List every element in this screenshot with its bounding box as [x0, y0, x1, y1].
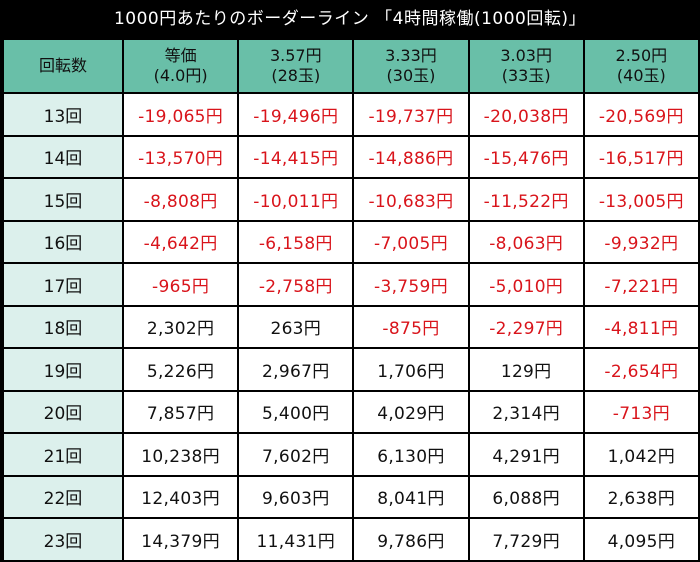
header-column: 等価 (4.0円)	[121, 38, 240, 94]
value-cell: 6,130円	[352, 432, 470, 477]
header-rate: 3.03円	[500, 46, 552, 65]
header-column: 3.03円 (33玉)	[467, 38, 585, 94]
value-cell: -2,297円	[467, 304, 585, 349]
value-cell: -13,570円	[121, 134, 240, 179]
row-spin-label: 20回	[2, 389, 124, 434]
row-spin-label: 17回	[2, 262, 124, 307]
value-cell: 129円	[467, 347, 585, 392]
header-spin-count: 回転数	[2, 38, 124, 94]
value-cell: -19,496円	[237, 92, 355, 137]
table-body: 13回 -19,065円 -19,496円 -19,737円 -20,038円 -20,5…	[2, 92, 700, 562]
value-cell: 263円	[237, 304, 355, 349]
row-spin-label: 13回	[2, 92, 124, 137]
header-column: 3.33円 (30玉)	[352, 38, 470, 94]
table-row: 22回 12,403円 9,603円 8,041円 6,088円 2,638円	[2, 474, 700, 519]
value-cell: 4,029円	[352, 389, 470, 434]
row-spin-label: 23回	[2, 517, 124, 562]
header-rate: 3.33円	[385, 46, 437, 65]
value-cell: -2,654円	[582, 347, 700, 392]
value-cell: -7,221円	[582, 262, 700, 307]
value-cell: 4,095円	[582, 517, 700, 562]
value-cell: -14,886円	[352, 134, 470, 179]
table-header: 回転数 等価 (4.0円) 3.57円 (28玉) 3.33円 (30玉) 3.03円…	[2, 38, 700, 94]
value-cell: 12,403円	[121, 474, 240, 519]
value-cell: -10,011円	[237, 177, 355, 222]
value-cell: -965円	[121, 262, 240, 307]
value-cell: -13,005円	[582, 177, 700, 222]
value-cell: 2,967円	[237, 347, 355, 392]
table-row: 16回 -4,642円 -6,158円 -7,005円 -8,063円 -9,932円	[2, 219, 700, 264]
value-cell: -11,522円	[467, 177, 585, 222]
row-spin-label: 22回	[2, 474, 124, 519]
value-cell: -8,808円	[121, 177, 240, 222]
header-balls: (30玉)	[386, 66, 436, 85]
table-row: 19回 5,226円 2,967円 1,706円 129円 -2,654円	[2, 347, 700, 392]
value-cell: -9,932円	[582, 219, 700, 264]
value-cell: 2,314円	[467, 389, 585, 434]
value-cell: -16,517円	[582, 134, 700, 179]
header-balls: (33玉)	[501, 66, 551, 85]
value-cell: 1,042円	[582, 432, 700, 477]
value-cell: -14,415円	[237, 134, 355, 179]
header-balls: (40玉)	[616, 66, 666, 85]
value-cell: -7,005円	[352, 219, 470, 264]
value-cell: 9,786円	[352, 517, 470, 562]
value-cell: -4,811円	[582, 304, 700, 349]
table-row: 17回 -965円 -2,758円 -3,759円 -5,010円 -7,221円	[2, 262, 700, 307]
table-row: 18回 2,302円 263円 -875円 -2,297円 -4,811円	[2, 304, 700, 349]
header-rate: 2.50円	[615, 46, 668, 65]
value-cell: -713円	[582, 389, 700, 434]
border-line-table: 回転数 等価 (4.0円) 3.57円 (28玉) 3.33円 (30玉) 3.03円…	[2, 38, 700, 562]
table-row: 13回 -19,065円 -19,496円 -19,737円 -20,038円 -20,5…	[2, 92, 700, 137]
value-cell: -3,759円	[352, 262, 470, 307]
row-spin-label: 15回	[2, 177, 124, 222]
value-cell: 2,302円	[121, 304, 240, 349]
value-cell: -15,476円	[467, 134, 585, 179]
table-row: 23回 14,379円 11,431円 9,786円 7,729円 4,095円	[2, 517, 700, 562]
value-cell: -20,569円	[582, 92, 700, 137]
table-row: 21回 10,238円 7,602円 6,130円 4,291円 1,042円	[2, 432, 700, 477]
value-cell: 2,638円	[582, 474, 700, 519]
value-cell: -19,065円	[121, 92, 240, 137]
value-cell: -4,642円	[121, 219, 240, 264]
value-cell: 5,400円	[237, 389, 355, 434]
value-cell: 6,088円	[467, 474, 585, 519]
value-cell: -10,683円	[352, 177, 470, 222]
value-cell: -875円	[352, 304, 470, 349]
header-rate: 3.57円	[269, 46, 322, 65]
value-cell: 8,041円	[352, 474, 470, 519]
value-cell: 9,603円	[237, 474, 355, 519]
header-column: 3.57円 (28玉)	[237, 38, 355, 94]
value-cell: 7,729円	[467, 517, 585, 562]
header-rate: 等価	[164, 46, 197, 65]
value-cell: 11,431円	[237, 517, 355, 562]
value-cell: 14,379円	[121, 517, 240, 562]
value-cell: -8,063円	[467, 219, 585, 264]
table-row: 20回 7,857円 5,400円 4,029円 2,314円 -713円	[2, 389, 700, 434]
value-cell: -20,038円	[467, 92, 585, 137]
value-cell: -6,158円	[237, 219, 355, 264]
header-balls: (28玉)	[271, 66, 321, 85]
row-spin-label: 21回	[2, 432, 124, 477]
row-spin-label: 18回	[2, 304, 124, 349]
value-cell: 7,857円	[121, 389, 240, 434]
value-cell: -5,010円	[467, 262, 585, 307]
table-row: 14回 -13,570円 -14,415円 -14,886円 -15,476円 -16,5…	[2, 134, 700, 179]
header-balls: (4.0円)	[153, 66, 208, 85]
value-cell: 7,602円	[237, 432, 355, 477]
value-cell: 5,226円	[121, 347, 240, 392]
value-cell: 4,291円	[467, 432, 585, 477]
value-cell: 1,706円	[352, 347, 470, 392]
header-column: 2.50円 (40玉)	[582, 38, 700, 94]
row-spin-label: 14回	[2, 134, 124, 179]
row-spin-label: 19回	[2, 347, 124, 392]
header-row: 回転数 等価 (4.0円) 3.57円 (28玉) 3.33円 (30玉) 3.03円…	[2, 38, 700, 94]
value-cell: -19,737円	[352, 92, 470, 137]
table-row: 15回 -8,808円 -10,011円 -10,683円 -11,522円 -13,00…	[2, 177, 700, 222]
row-spin-label: 16回	[2, 219, 124, 264]
value-cell: -2,758円	[237, 262, 355, 307]
table-title: 1000円あたりのボーダーライン 「4時間稼働(1000回転)」	[113, 9, 586, 29]
value-cell: 10,238円	[121, 432, 240, 477]
